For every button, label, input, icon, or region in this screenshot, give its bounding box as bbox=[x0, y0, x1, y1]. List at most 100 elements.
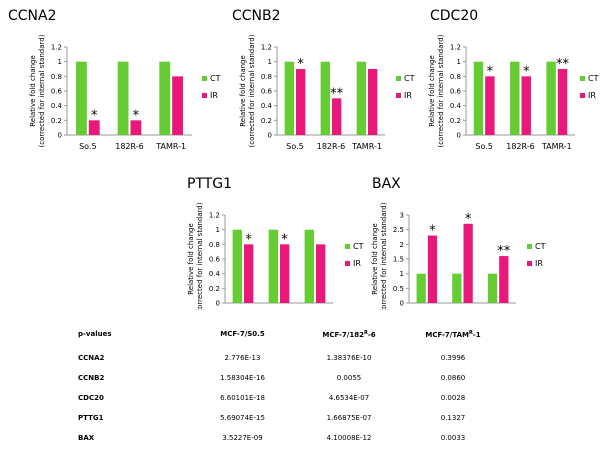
y-tick-label: 1.2 bbox=[261, 44, 272, 52]
bar-ir bbox=[130, 120, 142, 135]
p-value-cell: 4.10008E-12 bbox=[326, 434, 372, 442]
legend-swatch bbox=[202, 93, 207, 98]
y-tick-label: 0.2 bbox=[261, 117, 272, 125]
legend-label: IR bbox=[210, 91, 218, 100]
legend-label: IR bbox=[535, 259, 543, 268]
legend-swatch bbox=[580, 93, 585, 98]
p-value-cell: 0.3996 bbox=[440, 354, 466, 362]
p-value-cell: 0.1327 bbox=[440, 414, 466, 422]
bar-ir bbox=[427, 235, 438, 303]
y-tick-label: 0.8 bbox=[450, 73, 461, 81]
p-value-cell: 4.6534E-07 bbox=[328, 394, 370, 402]
table-header-cell: p-values bbox=[78, 330, 112, 338]
legend-label: CT bbox=[353, 242, 364, 251]
bar-ct bbox=[284, 61, 294, 135]
y-axis-label: Relative fold change(corrected for inter… bbox=[239, 34, 256, 147]
y-tick-label: 1 bbox=[457, 58, 461, 66]
y-tick-label: 1 bbox=[400, 270, 404, 278]
bar-ct bbox=[159, 61, 171, 135]
bar-ct bbox=[510, 61, 520, 135]
bar-ir bbox=[280, 244, 290, 303]
y-tick-label: 1 bbox=[58, 58, 62, 66]
legend-label: IR bbox=[404, 91, 412, 100]
y-axis-label: Relative fold change(corrected for inter… bbox=[428, 34, 445, 147]
header-superscript: R bbox=[363, 330, 368, 336]
x-tick-label: So.5 bbox=[286, 142, 303, 151]
y-tick-label: 0.4 bbox=[450, 102, 462, 110]
y-axis-label: Relative fold change(corrected for inter… bbox=[29, 34, 46, 147]
legend-label: CT bbox=[535, 242, 546, 251]
p-value-cell: 3.5227E-09 bbox=[222, 434, 263, 442]
y-tick-label: 0.2 bbox=[51, 117, 62, 125]
y-axis-label-line: Relative fold change bbox=[239, 55, 247, 127]
significance-marker: * bbox=[133, 108, 140, 123]
p-value-cell: 2.776E-13 bbox=[224, 354, 261, 362]
y-axis-label-line: (corrected for internal standard) bbox=[380, 202, 388, 310]
significance-marker: * bbox=[281, 232, 288, 247]
y-tick-label: 1 bbox=[216, 226, 220, 234]
y-tick-label: 0.6 bbox=[51, 88, 63, 96]
y-tick-label: 0.8 bbox=[261, 73, 272, 81]
p-value-cell: 0.0028 bbox=[440, 394, 466, 402]
y-tick-label: 0.4 bbox=[209, 270, 221, 278]
bar-ct bbox=[473, 61, 484, 135]
y-axis-label-line: (corrected for internal standard) bbox=[196, 202, 204, 310]
y-tick-label: 0.2 bbox=[450, 117, 461, 125]
y-tick-label: 0 bbox=[216, 300, 220, 308]
bar-ir bbox=[368, 69, 378, 135]
bar-ct bbox=[232, 229, 242, 303]
y-tick-label: 2 bbox=[400, 241, 404, 249]
significance-marker: * bbox=[465, 212, 472, 227]
bar-ct bbox=[487, 273, 498, 303]
x-tick-label: 182R-6 bbox=[317, 142, 345, 151]
table-row: CDC20 6.60101E-18 4.6534E-07 0.0028 bbox=[76, 394, 503, 414]
x-tick-label: So.5 bbox=[475, 142, 492, 151]
y-tick-label: 1.2 bbox=[450, 44, 461, 52]
x-tick-label: TAMR-1 bbox=[351, 142, 382, 151]
bar-ir bbox=[332, 98, 342, 135]
y-tick-label: 1.2 bbox=[209, 212, 220, 220]
x-tick-label: So.5 bbox=[79, 142, 96, 151]
header-text: -1 bbox=[472, 331, 481, 339]
chart-title: BAX bbox=[372, 176, 401, 192]
bar-ct bbox=[546, 61, 556, 135]
y-axis-label: Relative fold change(corrected for inter… bbox=[187, 202, 204, 310]
gene-name-cell: BAX bbox=[78, 434, 95, 442]
y-tick-label: 3 bbox=[400, 212, 404, 220]
significance-marker: * bbox=[245, 232, 252, 247]
p-value-cell: 0.0055 bbox=[336, 374, 362, 382]
bar-ct bbox=[320, 61, 330, 135]
bar-ir bbox=[463, 223, 473, 303]
y-tick-label: 0.4 bbox=[261, 102, 273, 110]
chart-ccnb2: CCNB2 0 0.2 0.4 0.6 0.8 1 1.2 Relative fold chan… bbox=[232, 8, 415, 151]
significance-marker: ** bbox=[556, 57, 570, 72]
table-row: CCNA2 2.776E-13 1.38376E-10 0.3996 bbox=[76, 354, 503, 374]
y-tick-label: 0.6 bbox=[209, 256, 221, 264]
bar-ir bbox=[485, 76, 495, 135]
y-axis-label: Relative fold change(corrected for inter… bbox=[371, 202, 388, 310]
bar-ir bbox=[316, 244, 326, 303]
bar-ct bbox=[416, 273, 426, 303]
header-text: MCF-7/TAM bbox=[425, 331, 469, 339]
significance-marker: * bbox=[487, 64, 494, 79]
chart-title: PTTG1 bbox=[187, 176, 232, 192]
legend-swatch bbox=[345, 261, 350, 266]
significance-marker: ** bbox=[330, 86, 344, 101]
bar-ct bbox=[117, 61, 129, 135]
legend-swatch bbox=[527, 261, 532, 266]
chart-pttg1: PTTG1 0 0.2 0.4 0.6 0.8 1 1.2 Relative fold chan… bbox=[187, 176, 364, 310]
bar-ct bbox=[76, 61, 87, 135]
y-axis-label-line: (corrected for internal standard) bbox=[248, 34, 256, 147]
y-axis-label-line: (corrected for internal standard) bbox=[38, 34, 46, 147]
bar-ir bbox=[244, 244, 254, 303]
table-header-cell: MCF-7/182R-6 bbox=[295, 330, 403, 354]
y-axis-label-line: Relative fold change bbox=[187, 223, 195, 295]
y-tick-label: 0.4 bbox=[51, 102, 63, 110]
significance-marker: * bbox=[523, 64, 530, 79]
legend-swatch bbox=[527, 244, 532, 249]
bar-ir bbox=[88, 120, 100, 135]
y-tick-label: 0 bbox=[268, 132, 272, 140]
legend-swatch bbox=[396, 76, 401, 81]
y-tick-label: 0.6 bbox=[450, 88, 462, 96]
header-text: -6 bbox=[367, 331, 376, 339]
